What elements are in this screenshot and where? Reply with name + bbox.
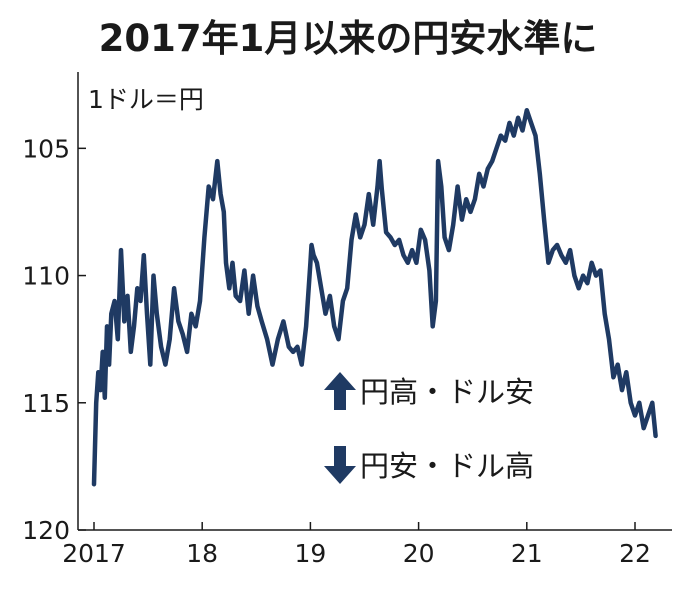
- annotation-text-0: 円高・ドル安: [360, 375, 534, 409]
- x-tick-label-2017: 2017: [62, 539, 126, 568]
- unit-label: 1ドル＝円: [88, 85, 204, 114]
- down-arrow-icon: [324, 446, 356, 484]
- x-tick-label-22: 22: [619, 539, 651, 568]
- annotation-yen-strong: 円高・ドル安: [324, 372, 534, 410]
- up-arrow-icon: [324, 372, 356, 410]
- annotation-yen-weak: 円安・ドル高: [324, 446, 534, 484]
- series-line-usd-jpy: [91, 107, 658, 487]
- y-tick-label-115: 115: [22, 389, 70, 418]
- y-tick-label-120: 120: [22, 516, 70, 545]
- x-tick-label-19: 19: [294, 539, 326, 568]
- y-tick-label-105: 105: [22, 134, 70, 163]
- annotation-text-1: 円安・ドル高: [360, 449, 534, 483]
- x-tick-label-21: 21: [511, 539, 543, 568]
- axes: [77, 72, 672, 531]
- chart-title: 2017年1月以来の円安水準に: [98, 17, 598, 60]
- y-tick-label-110: 110: [22, 262, 70, 291]
- x-tick-label-18: 18: [186, 539, 218, 568]
- x-tick-labels: 2017 18 19 20 21 22: [62, 539, 651, 568]
- y-tick-labels: 105 110 115 120: [22, 134, 70, 545]
- x-tick-label-20: 20: [403, 539, 435, 568]
